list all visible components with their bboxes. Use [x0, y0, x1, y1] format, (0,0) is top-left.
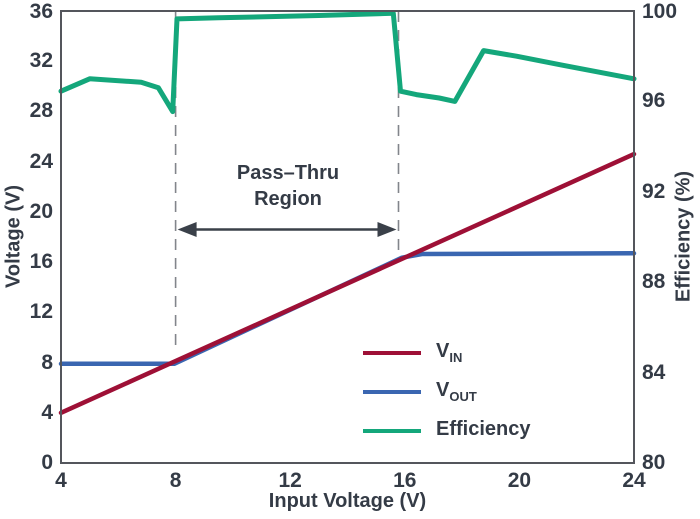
x-tick-label: 20	[507, 469, 532, 492]
x-tick-label: 16	[393, 469, 417, 492]
y-right-tick-label: 92	[642, 179, 666, 203]
y-left-tick-label: 8	[41, 350, 53, 374]
legend-item-vout: VOUT	[363, 372, 530, 411]
legend-label-vin-sub: IN	[449, 350, 463, 365]
series-line-vout	[58, 251, 637, 367]
y-left-tick-label: 4	[41, 400, 53, 424]
legend: VIN VOUT Efficiency	[363, 333, 530, 450]
legend-swatch-vin	[363, 350, 421, 355]
pass-thru-region-label: Pass–Thru Region	[193, 160, 383, 212]
legend-label-efficiency-main: Efficiency	[436, 418, 531, 440]
x-tick-label: 4	[55, 469, 67, 492]
legend-label-vout: VOUT	[436, 379, 477, 404]
y-right-tick-label: 84	[642, 360, 666, 384]
y-left-tick-label: 20	[29, 199, 53, 223]
legend-label-vout-sub: OUT	[449, 389, 477, 404]
x-axis-title: Input Voltage (V)	[268, 490, 427, 512]
series-line-efficiency	[58, 10, 637, 115]
x-tick-label: 8	[169, 469, 182, 492]
region-arrow-head-right	[377, 222, 397, 237]
y-right-tick-label: 80	[642, 451, 666, 474]
y-right-tick-label: 88	[642, 270, 666, 294]
y-right-tick-label: 100	[642, 0, 678, 23]
plot-border	[60, 10, 635, 464]
y-left-tick-label: 24	[29, 149, 53, 173]
pass-thru-region-label-line2: Region	[254, 188, 322, 210]
y-left-tick-label: 28	[29, 99, 53, 123]
y-left-tick-label: 12	[29, 300, 53, 324]
y-left-tick-label: 0	[41, 451, 53, 474]
legend-label-vin: VIN	[436, 340, 462, 365]
y-left-tick-label: 36	[29, 0, 53, 23]
legend-label-vout-main: V	[436, 379, 450, 401]
x-tick-label: 12	[278, 469, 302, 492]
legend-item-efficiency: Efficiency	[363, 411, 530, 450]
y-axis-right-title: Efficiency (%)	[672, 170, 695, 303]
legend-label-vin-main: V	[436, 340, 450, 362]
region-arrow-head-left	[177, 222, 197, 237]
legend-item-vin: VIN	[363, 333, 530, 372]
y-left-tick-label: 16	[29, 250, 53, 274]
legend-swatch-vout	[363, 389, 421, 394]
y-right-tick-label: 96	[642, 89, 666, 113]
pass-thru-region-label-line1: Pass–Thru	[236, 162, 340, 184]
series-line-vin	[58, 151, 637, 416]
legend-swatch-efficiency	[363, 428, 421, 433]
y-left-tick-label: 32	[29, 49, 53, 73]
x-tick-label: 24	[622, 469, 646, 492]
legend-label-efficiency: Efficiency	[436, 418, 530, 443]
